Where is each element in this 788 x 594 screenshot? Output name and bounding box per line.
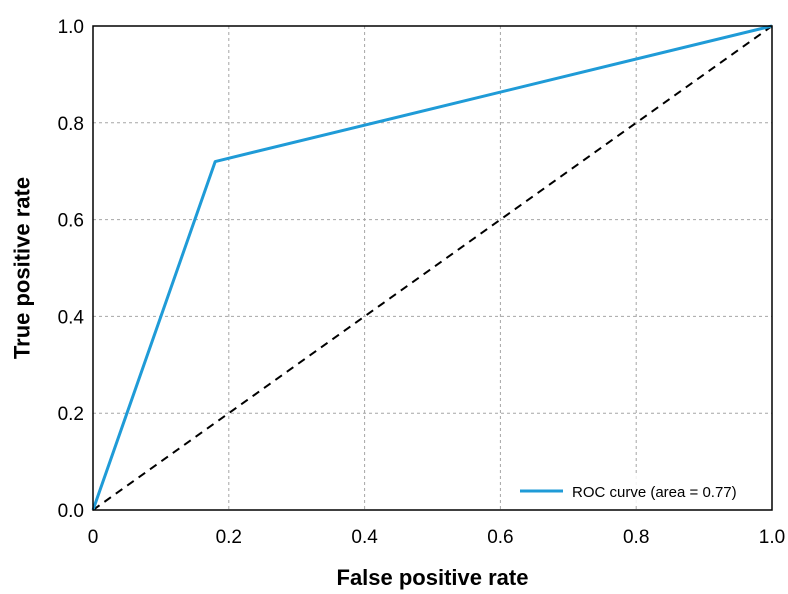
y-tick-label: 0.8 (58, 114, 84, 135)
y-tick-label: 0.4 (58, 307, 85, 328)
y-axis-title: True positive rate (10, 177, 35, 359)
roc-curve-line (91, 24, 773, 511)
x-tick-label: 0.8 (623, 527, 649, 548)
x-axis-title: False positive rate (337, 565, 529, 590)
x-tick-label: 0.2 (216, 527, 242, 548)
y-tick-label: 1.0 (58, 17, 84, 38)
y-axis-ticks: 0.0 0.2 0.4 0.6 0.8 1.0 (58, 17, 85, 522)
y-tick-label: 0.6 (58, 211, 84, 232)
x-tick-label: 0 (88, 527, 99, 548)
plot-frame (92, 25, 773, 511)
chance-diagonal-line (92, 25, 773, 511)
legend-label-roc: ROC curve (area = 0.77) (572, 484, 737, 501)
y-tick-label: 0.0 (58, 501, 84, 522)
x-tick-label: 0.6 (487, 527, 513, 548)
grid (93, 26, 772, 510)
x-tick-label: 1.0 (759, 527, 785, 548)
legend: ROC curve (area = 0.77) (512, 476, 764, 506)
x-tick-label: 0.4 (351, 527, 378, 548)
plot-series (91, 24, 773, 511)
x-axis-ticks: 0 0.2 0.4 0.6 0.8 1.0 (88, 527, 786, 548)
y-tick-label: 0.2 (58, 404, 84, 425)
